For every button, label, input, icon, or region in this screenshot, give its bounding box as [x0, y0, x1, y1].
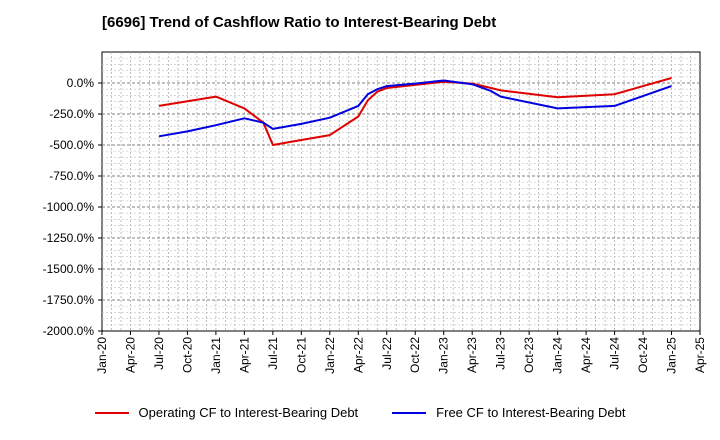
legend-item-free-cf: Free CF to Interest-Bearing Debt	[392, 405, 625, 420]
y-tick-label: -250.0%	[49, 107, 94, 121]
x-tick-label: Oct-20	[180, 337, 194, 373]
x-tick-label: Jan-25	[665, 337, 679, 374]
x-tick-label: Apr-22	[351, 337, 365, 373]
y-axis-ticks: 0.0% -250.0% -500.0% -750.0% -1000.0% -1250.0…	[43, 76, 102, 338]
x-tick-label: Apr-24	[579, 337, 593, 373]
x-tick-label: Jan-24	[551, 337, 565, 374]
x-tick-label: Jan-22	[323, 337, 337, 374]
y-tick-label: -1000.0%	[43, 200, 95, 214]
y-tick-label: -2000.0%	[43, 324, 95, 338]
x-tick-label: Jul-22	[380, 337, 394, 370]
x-tick-label: Jul-24	[608, 337, 622, 370]
legend-label-free-cf: Free CF to Interest-Bearing Debt	[436, 405, 626, 420]
series-lines	[158, 77, 672, 146]
x-tick-label: Jul-20	[152, 337, 166, 370]
y-tick-label: -1750.0%	[43, 293, 95, 307]
chart-title: [6696] Trend of Cashflow Ratio to Intere…	[102, 14, 497, 31]
x-axis-ticks: Jan-20 Apr-20 Jul-20 Oct-20 Jan-21 Apr-21 Jul-…	[95, 331, 707, 374]
x-tick-label: Oct-22	[408, 337, 422, 373]
x-tick-label: Apr-25	[693, 337, 707, 373]
x-tick-label: Jan-20	[95, 337, 109, 374]
legend: Operating CF to Interest-Bearing Debt Fr…	[0, 405, 720, 420]
legend-swatch-free-cf	[392, 411, 427, 414]
legend-item-operating-cf: Operating CF to Interest-Bearing Debt	[94, 405, 359, 420]
y-tick-label: -750.0%	[49, 169, 94, 183]
x-tick-label: Apr-21	[237, 337, 251, 373]
x-tick-label: Oct-23	[522, 337, 536, 373]
legend-swatch-operating-cf	[94, 411, 129, 414]
x-tick-label: Oct-21	[294, 337, 308, 373]
series-line-free-cf	[158, 79, 672, 138]
y-tick-label: 0.0%	[67, 76, 95, 90]
y-tick-label: -500.0%	[49, 138, 94, 152]
legend-label-operating-cf: Operating CF to Interest-Bearing Debt	[138, 405, 359, 420]
x-tick-label: Apr-23	[465, 337, 479, 373]
x-tick-label: Jul-21	[266, 337, 280, 370]
grid-lines	[102, 52, 700, 331]
x-tick-label: Jan-23	[437, 337, 451, 374]
x-tick-label: Jan-21	[209, 337, 223, 374]
x-tick-label: Jul-23	[494, 337, 508, 370]
y-tick-label: -1500.0%	[43, 262, 95, 276]
y-tick-label: -1250.0%	[43, 231, 95, 245]
x-tick-label: Oct-24	[636, 337, 650, 373]
x-tick-label: Apr-20	[123, 337, 137, 373]
